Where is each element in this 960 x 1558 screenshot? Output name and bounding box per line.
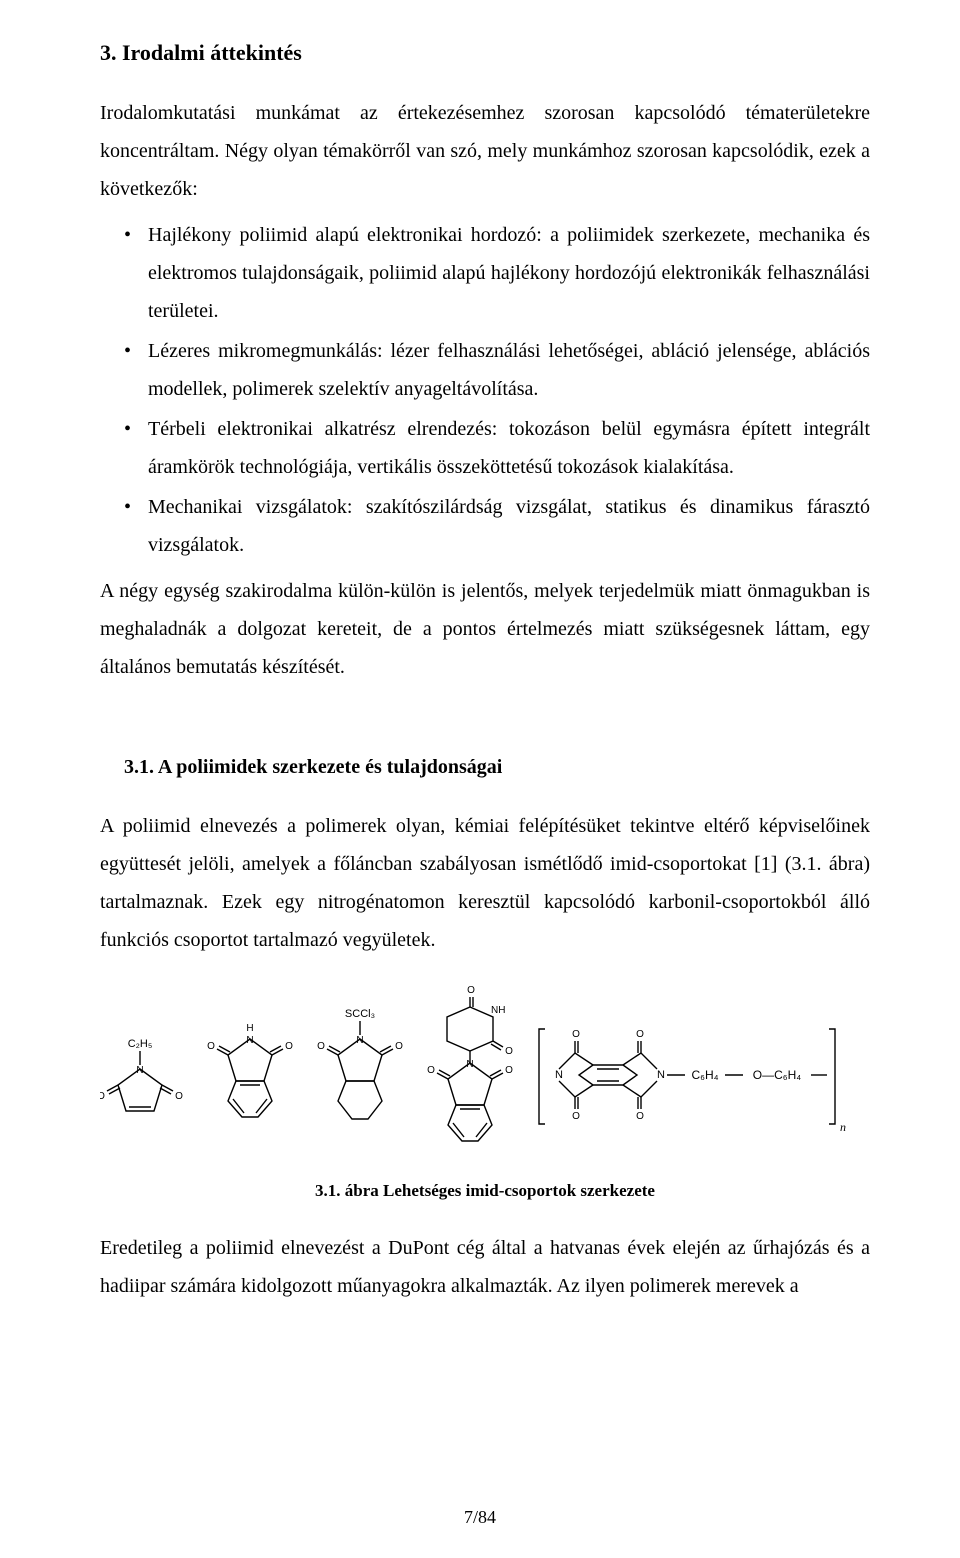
svg-text:O: O <box>427 1065 435 1076</box>
svg-text:N: N <box>466 1059 473 1070</box>
svg-text:NH: NH <box>491 1005 505 1016</box>
list-item: Lézeres mikromegmunkálás: lézer felhaszn… <box>100 332 870 408</box>
svg-text:N: N <box>356 1035 363 1046</box>
label-c2h5: C₂H₅ <box>128 1038 153 1050</box>
subsection-heading: 3.1. A poliimidek szerkezete és tulajdon… <box>100 756 870 779</box>
svg-text:O: O <box>505 1065 513 1076</box>
bullet-list: Hajlékony poliimid alapú elektronikai ho… <box>100 216 870 564</box>
section-heading: 3. Irodalmi áttekintés <box>100 40 870 66</box>
svg-text:O: O <box>285 1041 293 1052</box>
svg-text:O: O <box>317 1041 325 1052</box>
svg-text:O: O <box>207 1041 215 1052</box>
svg-text:N: N <box>555 1069 563 1081</box>
svg-text:O: O <box>100 1091 105 1102</box>
svg-text:O: O <box>505 1046 513 1057</box>
label-o-c6h4: O—C₆H₄ <box>753 1068 802 1082</box>
figure-caption: 3.1. ábra Lehetséges imid-csoportok szer… <box>100 1181 870 1201</box>
page-number: 7/84 <box>0 1507 960 1528</box>
subsection-para2: Eredetileg a poliimid elnevezést a DuPon… <box>100 1229 870 1305</box>
svg-text:O: O <box>175 1091 183 1102</box>
svg-text:O: O <box>636 1029 644 1040</box>
subsection-para1: A poliimid elnevezés a polimerek olyan, … <box>100 807 870 959</box>
svg-text:O: O <box>636 1111 644 1122</box>
svg-text:N: N <box>657 1069 665 1081</box>
figure-block: N O O C₂H₅ N <box>100 979 870 1169</box>
section-intro: Irodalomkutatási munkámat az értekezésem… <box>100 94 870 208</box>
list-item: Térbeli elektronikai alkatrész elrendezé… <box>100 410 870 486</box>
svg-text:H: H <box>246 1023 253 1034</box>
chemical-structures-svg: N O O C₂H₅ N <box>100 979 870 1169</box>
section-after-bullets: A négy egység szakirodalma külön-külön i… <box>100 572 870 686</box>
svg-text:O: O <box>467 985 475 996</box>
page-container: 3. Irodalmi áttekintés Irodalomkutatási … <box>0 0 960 1558</box>
list-item: Mechanikai vizsgálatok: szakítószilárdsá… <box>100 488 870 564</box>
svg-text:N: N <box>136 1065 143 1076</box>
svg-text:O: O <box>395 1041 403 1052</box>
svg-text:O: O <box>572 1111 580 1122</box>
label-c6h4-1: C₆H₄ <box>691 1068 718 1082</box>
list-item: Hajlékony poliimid alapú elektronikai ho… <box>100 216 870 330</box>
label-n-subscript: n <box>840 1120 846 1134</box>
svg-text:O: O <box>572 1029 580 1040</box>
label-sccl3: SCCl₃ <box>345 1008 375 1020</box>
svg-text:N: N <box>246 1035 253 1046</box>
